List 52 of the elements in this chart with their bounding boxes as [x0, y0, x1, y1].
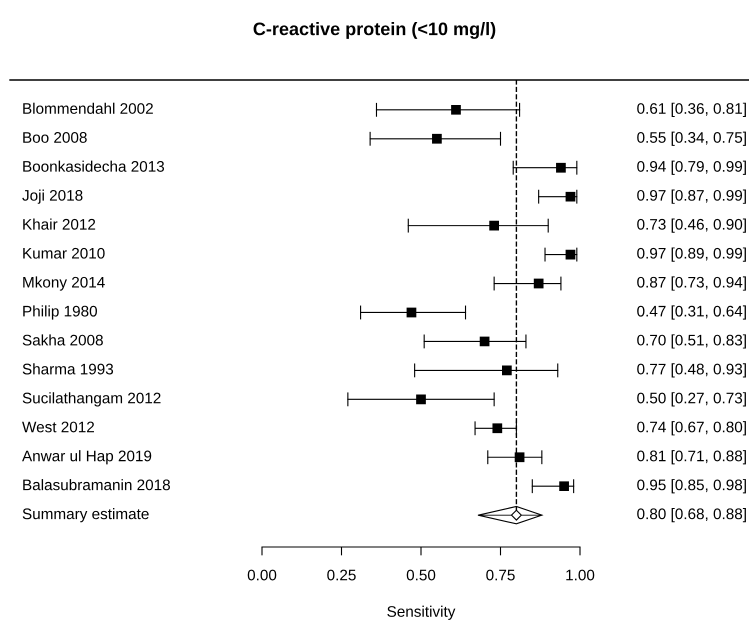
chart-title: C-reactive protein (<10 mg/l) [254, 22, 496, 39]
y-tick-label: Boonkasidecha 2013 [23, 160, 164, 172]
text: 0.97 [0.89, 0.99] [637, 247, 746, 262]
point [556, 162, 566, 173]
text: 0.87 [0.73, 0.94] [637, 276, 746, 291]
y-tick-label: Blommendahl 2002 [23, 102, 153, 114]
point [534, 278, 544, 288]
text: 0.97 [0.87, 0.99] [637, 190, 746, 204]
point [492, 423, 502, 434]
point [406, 308, 416, 318]
x-tick-label: 0.75 [486, 570, 515, 580]
x-tick-label: 0.25 [327, 570, 356, 580]
y-tick-label: Sharma 1993 [22, 363, 114, 374]
y-tick-label: Joji 2018 [22, 190, 82, 204]
point [566, 250, 576, 260]
point [559, 481, 569, 492]
y-tick-label: Sakha 2008 [22, 334, 103, 346]
point [514, 452, 524, 462]
text: 0.81 [0.71, 0.88] [637, 450, 746, 464]
text: 0.47 [0.31, 0.64] [637, 305, 746, 320]
y-tick-label: Boo 2008 [23, 132, 87, 143]
point [432, 134, 442, 144]
x-axis-title: Sensitivity [387, 606, 456, 620]
y-tick-label: Sucilathangam 2012 [22, 392, 161, 406]
point [480, 336, 490, 346]
text: 0.77 [0.48, 0.93] [637, 363, 746, 378]
point [416, 394, 426, 404]
y-tick-label: Philip 1980 [23, 305, 97, 320]
text: 0.61 [0.36, 0.81] [637, 102, 746, 117]
text: 0.70 [0.51, 0.83] [637, 334, 746, 349]
text: 0.95 [0.85, 0.98] [637, 479, 746, 494]
point [502, 366, 512, 376]
y-tick-label: Kumar 2010 [23, 248, 105, 259]
point [451, 104, 461, 115]
y-tick-label: Mkony 2014 [23, 276, 105, 291]
x-tick-label: 0.50 [406, 570, 436, 580]
text: 0.74 [0.67, 0.80] [637, 421, 746, 436]
x-tick-label: 1.00 [566, 570, 594, 580]
text: 0.55 [0.34, 0.75] [637, 132, 746, 146]
x-tick-label: 0.00 [248, 570, 276, 580]
text: 0.50 [0.27, 0.73] [637, 392, 746, 406]
point [489, 220, 499, 230]
text: 0.94 [0.79, 0.99] [637, 160, 746, 175]
y-tick-label: Anwar ul Hap 2019 [22, 450, 152, 464]
y-tick-label: Summary estimate [22, 508, 149, 522]
text: 0.80 [0.68, 0.88] [637, 508, 746, 522]
y-tick-label: Khair 2012 [23, 218, 96, 230]
point [566, 192, 576, 202]
y-tick-label: Balasubramanin 2018 [23, 479, 170, 490]
text: 0.73 [0.46, 0.90] [637, 218, 746, 233]
y-tick-label: West 2012 [22, 422, 94, 432]
point [510, 510, 522, 521]
